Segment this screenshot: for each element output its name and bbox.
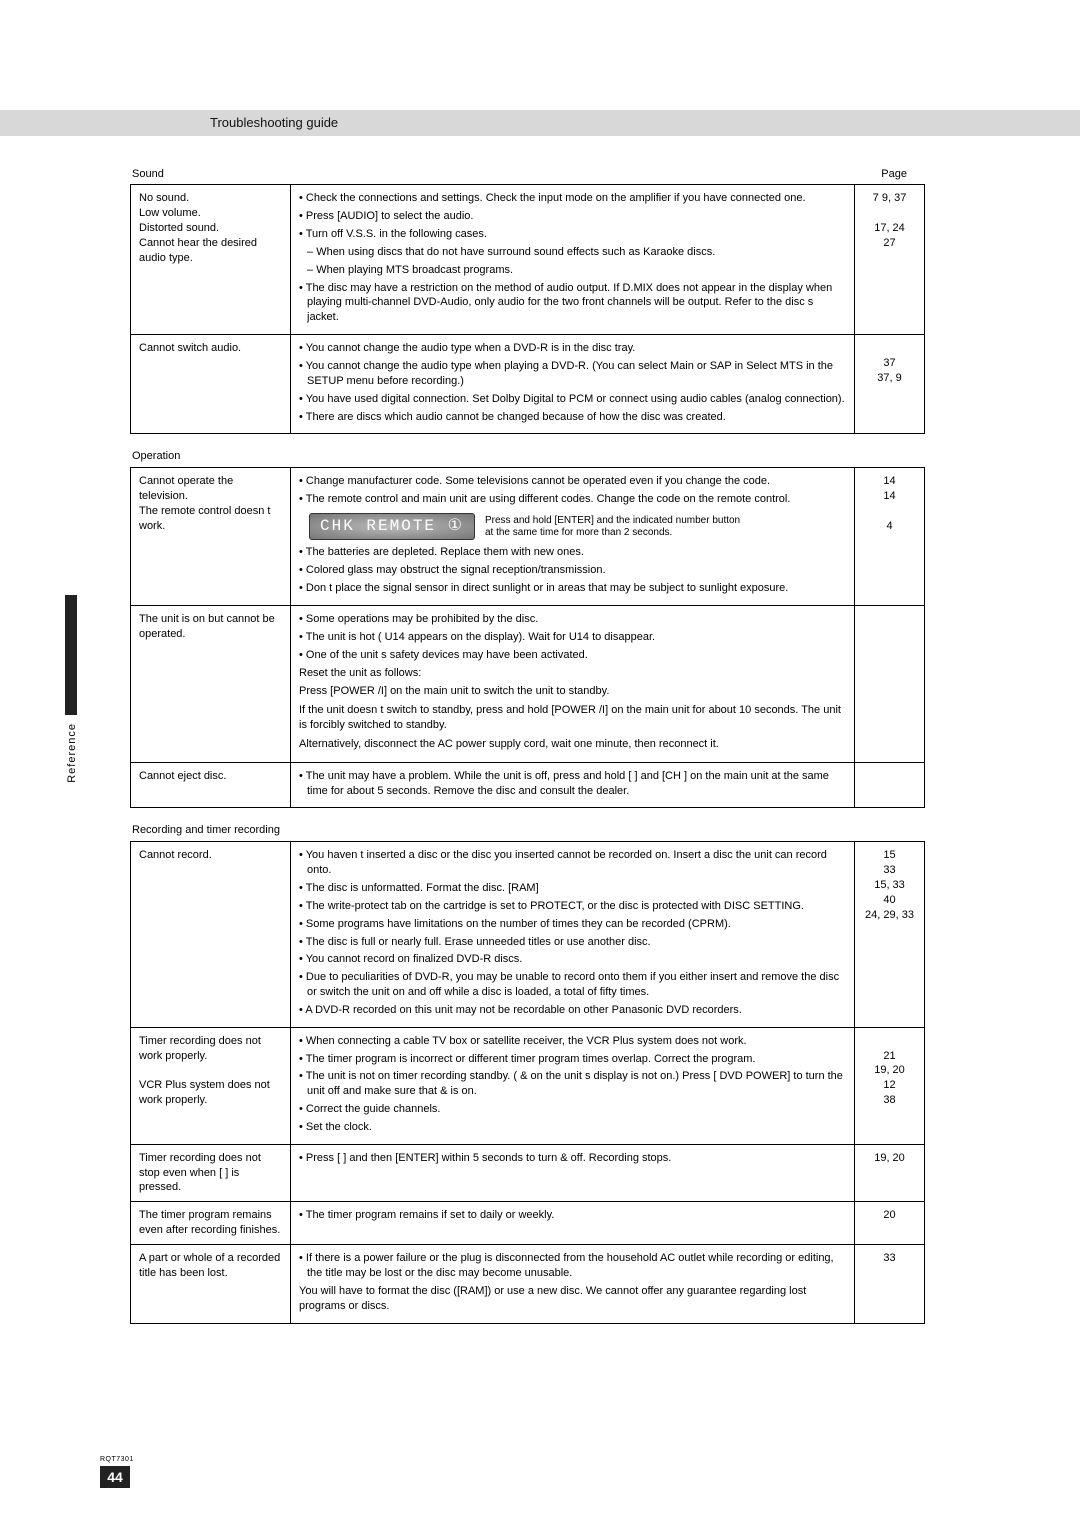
problem-cell: No sound. Low volume. Distorted sound. C… <box>131 185 291 334</box>
solution-cell: Some operations may be prohibited by the… <box>291 606 855 763</box>
solution-item: You cannot record on finalized DVD-R dis… <box>299 952 846 967</box>
problem-cell: A part or whole of a recorded title has … <box>131 1245 291 1324</box>
page-ref-cell: 7 9, 37 17, 2427 <box>855 185 925 334</box>
table-row: A part or whole of a recorded title has … <box>131 1245 925 1324</box>
solution-item: Press [AUDIO] to select the audio. <box>299 209 846 224</box>
solution-item: When playing MTS broadcast programs. <box>299 263 846 278</box>
problem-cell: Cannot record. <box>131 842 291 1027</box>
page-number-block: RQT7301 44 <box>100 1455 134 1488</box>
table-row: Cannot switch audio. You cannot change th… <box>131 335 925 434</box>
solution-item: You cannot change the audio type when a … <box>299 341 846 356</box>
sidebar-reference-label: Reference <box>65 723 80 783</box>
section-header: Recording and timer recording <box>130 820 925 842</box>
solution-item: You will have to format the disc ([RAM])… <box>299 1284 846 1314</box>
page-ref-cell: 153315, 334024, 29, 33 <box>855 842 925 1027</box>
solution-item: The write-protect tab on the cartridge i… <box>299 899 846 914</box>
table-row: Cannot operate the television. The remot… <box>131 468 925 605</box>
problem-cell: Cannot switch audio. <box>131 335 291 434</box>
solution-item: Don t place the signal sensor in direct … <box>299 581 846 596</box>
solution-cell: If there is a power failure or the plug … <box>291 1245 855 1324</box>
problem-cell: The timer program remains even after rec… <box>131 1202 291 1245</box>
troubleshooting-table: No sound. Low volume. Distorted sound. C… <box>130 185 925 434</box>
sidebar-reference-tab: Reference <box>65 595 85 783</box>
solution-item: If there is a power failure or the plug … <box>299 1251 846 1281</box>
solution-item: A DVD-R recorded on this unit may not be… <box>299 1003 846 1018</box>
problem-cell: The unit is on but cannot be operated. <box>131 606 291 763</box>
page-number: 44 <box>100 1466 130 1488</box>
solution-item: If the unit doesn t switch to standby, p… <box>299 703 846 733</box>
page-ref-cell: 1414 4 <box>855 468 925 605</box>
table-row: Timer recording does not stop even when … <box>131 1144 925 1202</box>
doc-code: RQT7301 <box>100 1455 134 1464</box>
solution-cell: Change manufacturer code. Some televisio… <box>291 468 855 605</box>
solution-item: The remote control and main unit are usi… <box>299 492 846 507</box>
solution-item: There are discs which audio cannot be ch… <box>299 410 846 425</box>
solution-item: Due to peculiarities of DVD-R, you may b… <box>299 970 846 1000</box>
problem-cell: Timer recording does not stop even when … <box>131 1144 291 1202</box>
troubleshooting-table: Cannot operate the television. The remot… <box>130 468 925 808</box>
table-row: The unit is on but cannot be operated. So… <box>131 606 925 763</box>
solution-item: Press [ ] and then [ENTER] within 5 seco… <box>299 1151 846 1166</box>
solution-item: Colored glass may obstruct the signal re… <box>299 563 846 578</box>
solution-item: Press [POWER /I] on the main unit to swi… <box>299 684 846 699</box>
section-header: SoundPage <box>130 164 925 186</box>
solution-item: The unit may have a problem. While the u… <box>299 769 846 799</box>
solution-item: The unit is hot ( U14 appears on the dis… <box>299 630 846 645</box>
table-row: Cannot record. You haven t inserted a dis… <box>131 842 925 1027</box>
lcd-note: Press and hold [ENTER] and the indicated… <box>485 515 740 539</box>
solution-item: The disc is full or nearly full. Erase u… <box>299 935 846 950</box>
solution-item: Some operations may be prohibited by the… <box>299 612 846 627</box>
page-ref-cell: 19, 20 <box>855 1144 925 1202</box>
page-ref-cell: 3737, 9 <box>855 335 925 434</box>
page-ref-cell: 20 <box>855 1202 925 1245</box>
solution-item: Check the connections and settings. Chec… <box>299 191 846 206</box>
page-ref-cell: 2119, 201238 <box>855 1027 925 1144</box>
table-row: No sound. Low volume. Distorted sound. C… <box>131 185 925 334</box>
solution-item: When connecting a cable TV box or satell… <box>299 1034 846 1049</box>
solution-item: The disc is unformatted. Format the disc… <box>299 881 846 896</box>
troubleshooting-content: SoundPageNo sound. Low volume. Distorted… <box>130 164 925 1325</box>
solution-item: When using discs that do not have surrou… <box>299 245 846 260</box>
lcd-display: CHK REMOTE ① <box>309 513 475 541</box>
solution-item: The unit is not on timer recording stand… <box>299 1069 846 1099</box>
solution-cell: Press [ ] and then [ENTER] within 5 seco… <box>291 1144 855 1202</box>
solution-item: Correct the guide channels. <box>299 1102 846 1117</box>
table-row: The timer program remains even after rec… <box>131 1202 925 1245</box>
solution-item: Alternatively, disconnect the AC power s… <box>299 737 846 752</box>
solution-cell: The timer program remains if set to dail… <box>291 1202 855 1245</box>
section-header: Operation <box>130 446 925 468</box>
troubleshooting-table: Cannot record. You haven t inserted a dis… <box>130 842 925 1324</box>
solution-cell: The unit may have a problem. While the u… <box>291 762 855 808</box>
table-row: Timer recording does not work properly. … <box>131 1027 925 1144</box>
solution-cell: You haven t inserted a disc or the disc … <box>291 842 855 1027</box>
solution-item: The timer program is incorrect or differ… <box>299 1052 846 1067</box>
problem-cell: Cannot operate the television. The remot… <box>131 468 291 605</box>
page-ref-cell <box>855 606 925 763</box>
page-ref-cell <box>855 762 925 808</box>
solution-cell: You cannot change the audio type when a … <box>291 335 855 434</box>
solution-item: Change manufacturer code. Some televisio… <box>299 474 846 489</box>
solution-item: You haven t inserted a disc or the disc … <box>299 848 846 878</box>
solution-item: The timer program remains if set to dail… <box>299 1208 846 1223</box>
solution-item: Set the clock. <box>299 1120 846 1135</box>
solution-item: The batteries are depleted. Replace them… <box>299 545 846 560</box>
solution-item: You cannot change the audio type when pl… <box>299 359 846 389</box>
solution-item: Reset the unit as follows: <box>299 666 846 681</box>
solution-cell: Check the connections and settings. Chec… <box>291 185 855 334</box>
solution-item: Turn off V.S.S. in the following cases. <box>299 227 846 242</box>
solution-item: Some programs have limitations on the nu… <box>299 917 846 932</box>
solution-cell: When connecting a cable TV box or satell… <box>291 1027 855 1144</box>
solution-item: You have used digital connection. Set Do… <box>299 392 846 407</box>
problem-cell: Timer recording does not work properly. … <box>131 1027 291 1144</box>
solution-item: The disc may have a restriction on the m… <box>299 281 846 326</box>
page-ref-cell: 33 <box>855 1245 925 1324</box>
problem-cell: Cannot eject disc. <box>131 762 291 808</box>
solution-item: One of the unit s safety devices may hav… <box>299 648 846 663</box>
page-header: Troubleshooting guide <box>0 110 1080 136</box>
table-row: Cannot eject disc. The unit may have a pr… <box>131 762 925 808</box>
